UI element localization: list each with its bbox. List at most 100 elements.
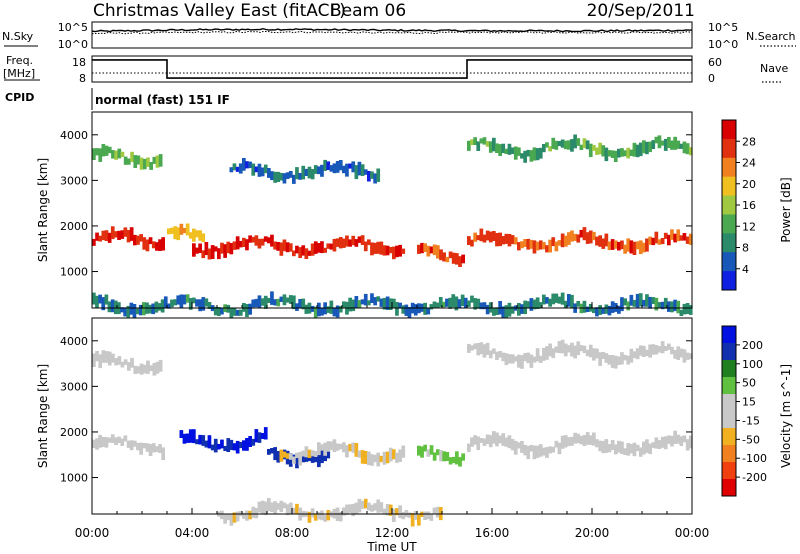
data-cell [476,235,481,241]
data-cell [111,150,115,159]
data-cell [642,140,646,154]
data-cell [276,451,281,463]
data-cell [598,142,602,155]
data-cell [417,445,421,456]
data-cell [617,241,621,251]
data-cell [548,146,552,152]
data-cell [673,233,677,243]
data-cell [245,161,249,169]
data-cell [161,237,165,251]
data-cell [123,435,128,442]
data-cell [570,230,574,242]
data-cell [127,158,131,165]
data-cell [538,355,543,363]
frequency-series-line [92,59,692,79]
data-cell [104,145,109,156]
data-cell [467,236,471,245]
data-cell [104,351,109,363]
data-cell [148,444,153,456]
data-cell [663,436,668,450]
x-tick-label: 12:00 [375,526,410,540]
data-cell [485,141,490,147]
data-cell [582,227,587,241]
data-cell [635,144,640,158]
data-cell [432,507,437,514]
data-cell [548,446,552,454]
data-cell [563,343,568,357]
power-y-axis: 1000 2000 3000 4000 [60,129,692,279]
data-cell [660,238,665,245]
data-cell [107,301,112,313]
data-cell [129,302,134,315]
data-cell [638,240,643,255]
data-cell [513,356,518,362]
data-cell [551,237,556,247]
data-cell [660,140,665,146]
colorbar-tick-label: -200 [742,471,767,484]
data-cell [392,246,396,260]
data-cell [210,245,215,259]
noise-panel: N.Sky 10^5 10^0 10^5 10^0 N.Search [2,21,796,51]
data-cell [470,345,474,351]
data-cell [517,147,521,156]
data-cell [567,345,571,353]
data-cell [476,343,481,356]
data-cell [667,137,671,148]
data-cell [373,297,377,306]
data-cell [152,362,157,376]
data-cell [167,303,171,309]
y-tick-label: 4000 [60,129,88,142]
data-cell [557,341,562,354]
data-cell [195,230,199,238]
data-cell [623,150,627,157]
data-cell [335,161,340,173]
data-cell [407,307,412,320]
data-cell [201,233,206,243]
data-cell [417,244,421,254]
data-cell [335,305,340,318]
data-cell [142,443,147,449]
data-cell [560,292,565,305]
data-cell [420,446,424,458]
data-cell [192,297,196,304]
data-cell [348,297,352,312]
data-cell [248,235,252,243]
data-cell [345,163,349,177]
data-cell [101,437,106,447]
data-cell [576,234,581,243]
data-cell [204,440,209,448]
data-cell [195,247,199,254]
data-cell [682,435,687,443]
data-cell [407,512,412,518]
data-cell [220,308,224,315]
colorbar-tick-label: -100 [742,452,767,465]
data-cell [667,234,671,246]
data-cell [317,243,321,253]
data-cell [188,298,193,310]
data-cell [149,162,153,170]
data-cell [267,498,271,512]
data-cell [682,141,687,154]
data-cell [563,435,568,448]
data-cell [326,243,331,249]
data-cell [523,239,527,247]
data-cell [529,150,534,162]
data-cell [235,440,240,454]
data-cell [538,147,543,159]
data-cell [192,228,196,242]
data-cell [554,293,559,303]
velocity-colorbar: 200 100 50 15 -15 -50 -100 -200 [721,325,767,497]
data-cell [448,297,452,309]
data-cell [329,165,334,172]
data-cell [229,514,234,526]
data-cell [620,148,624,157]
data-cell [651,237,656,246]
data-cell [317,454,321,468]
colorbar-tick-label: -15 [742,414,760,427]
data-cell [304,453,309,462]
data-cell [520,441,524,453]
data-cell [520,355,524,369]
data-cell [488,350,493,359]
data-cell [145,239,150,252]
data-cell [254,508,259,519]
